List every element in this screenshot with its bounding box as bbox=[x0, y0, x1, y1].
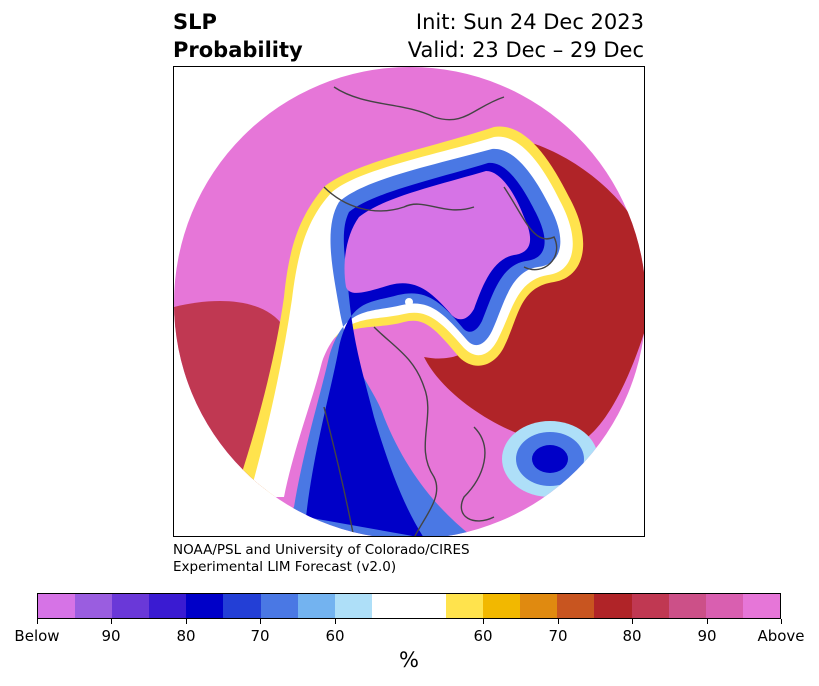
probability-field bbox=[174, 67, 644, 536]
title-left: SLP Probability bbox=[173, 8, 303, 64]
colorbar-tick-label: 60 bbox=[325, 627, 345, 645]
colorbar-tick-mark bbox=[37, 619, 38, 624]
colorbar-segment bbox=[149, 594, 187, 618]
colorbar-segment bbox=[223, 594, 261, 618]
colorbar-tick-label: 90 bbox=[101, 627, 121, 645]
colorbar-unit: % bbox=[399, 648, 419, 672]
credit-line-2: Experimental LIM Forecast (v2.0) bbox=[173, 559, 397, 575]
colorbar-tick-mark bbox=[558, 619, 559, 624]
title-probability: Probability bbox=[173, 38, 303, 62]
credit: NOAA/PSL and University of Colorado/CIRE… bbox=[173, 542, 470, 576]
colorbar-tick-mark bbox=[632, 619, 633, 624]
colorbar-tick-mark bbox=[186, 619, 187, 624]
colorbar-segment bbox=[112, 594, 150, 618]
valid-range: Valid: 23 Dec – 29 Dec bbox=[407, 38, 644, 62]
atlantic-low-inner bbox=[532, 445, 568, 473]
polar-map bbox=[174, 67, 644, 536]
title-right: Init: Sun 24 Dec 2023 Valid: 23 Dec – 29… bbox=[408, 8, 644, 64]
colorbar-segment bbox=[631, 594, 669, 618]
arctic-purple bbox=[344, 171, 531, 320]
colorbar-segment bbox=[705, 594, 743, 618]
colorbar-tick-label: Above bbox=[757, 627, 805, 645]
colorbar-segment bbox=[371, 594, 409, 618]
colorbar-tick-label: 70 bbox=[250, 627, 270, 645]
credit-line-1: NOAA/PSL and University of Colorado/CIRE… bbox=[173, 542, 470, 558]
colorbar-segment bbox=[520, 594, 558, 618]
init-date: Init: Sun 24 Dec 2023 bbox=[415, 10, 644, 34]
colorbar-tick-mark bbox=[707, 619, 708, 624]
colorbar bbox=[37, 593, 781, 619]
colorbar-segment bbox=[742, 594, 780, 618]
colorbar-tick-label: 90 bbox=[697, 627, 717, 645]
colorbar-segment bbox=[38, 594, 76, 618]
colorbar-segment bbox=[483, 594, 521, 618]
colorbar-segment bbox=[334, 594, 372, 618]
colorbar-tick-mark bbox=[781, 619, 782, 624]
colorbar-segment bbox=[446, 594, 484, 618]
colorbar-tick-label: 70 bbox=[548, 627, 568, 645]
colorbar-segment bbox=[297, 594, 335, 618]
map-frame bbox=[173, 66, 645, 537]
colorbar-tick-mark bbox=[335, 619, 336, 624]
colorbar-tick-label: Below bbox=[14, 627, 60, 645]
colorbar-segment bbox=[75, 594, 113, 618]
colorbar-segment bbox=[408, 594, 447, 618]
colorbar-segment bbox=[594, 594, 632, 618]
north-pole-marker bbox=[405, 298, 413, 306]
colorbar-segment bbox=[186, 594, 224, 618]
colorbar-segment bbox=[260, 594, 298, 618]
colorbar-tick-label: 60 bbox=[473, 627, 493, 645]
colorbar-segment bbox=[557, 594, 595, 618]
colorbar-tick-mark bbox=[111, 619, 112, 624]
colorbar-segment bbox=[668, 594, 706, 618]
colorbar-tick-label: 80 bbox=[622, 627, 642, 645]
colorbar-tick-mark bbox=[260, 619, 261, 624]
title-slp: SLP bbox=[173, 10, 217, 34]
colorbar-tick-mark bbox=[483, 619, 484, 624]
colorbar-tick-label: 80 bbox=[176, 627, 196, 645]
